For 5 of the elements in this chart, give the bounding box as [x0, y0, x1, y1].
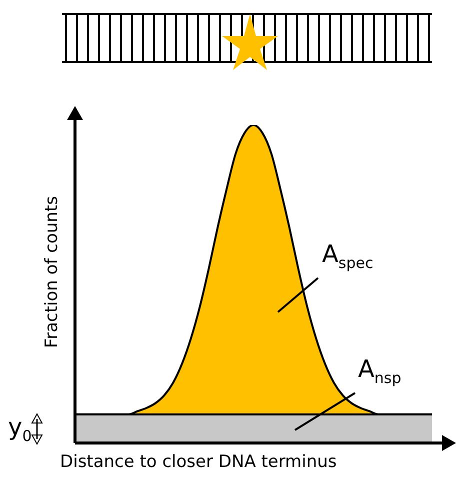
annotation: A$_{nsp}$: [358, 355, 402, 387]
x-axis-title: Distance to closer DNA terminus: [60, 452, 337, 472]
text: y$_{0}$: [8, 413, 32, 445]
annotation: A$_{spec}$: [322, 240, 374, 272]
y-axis-title: Fraction of counts: [42, 195, 62, 350]
